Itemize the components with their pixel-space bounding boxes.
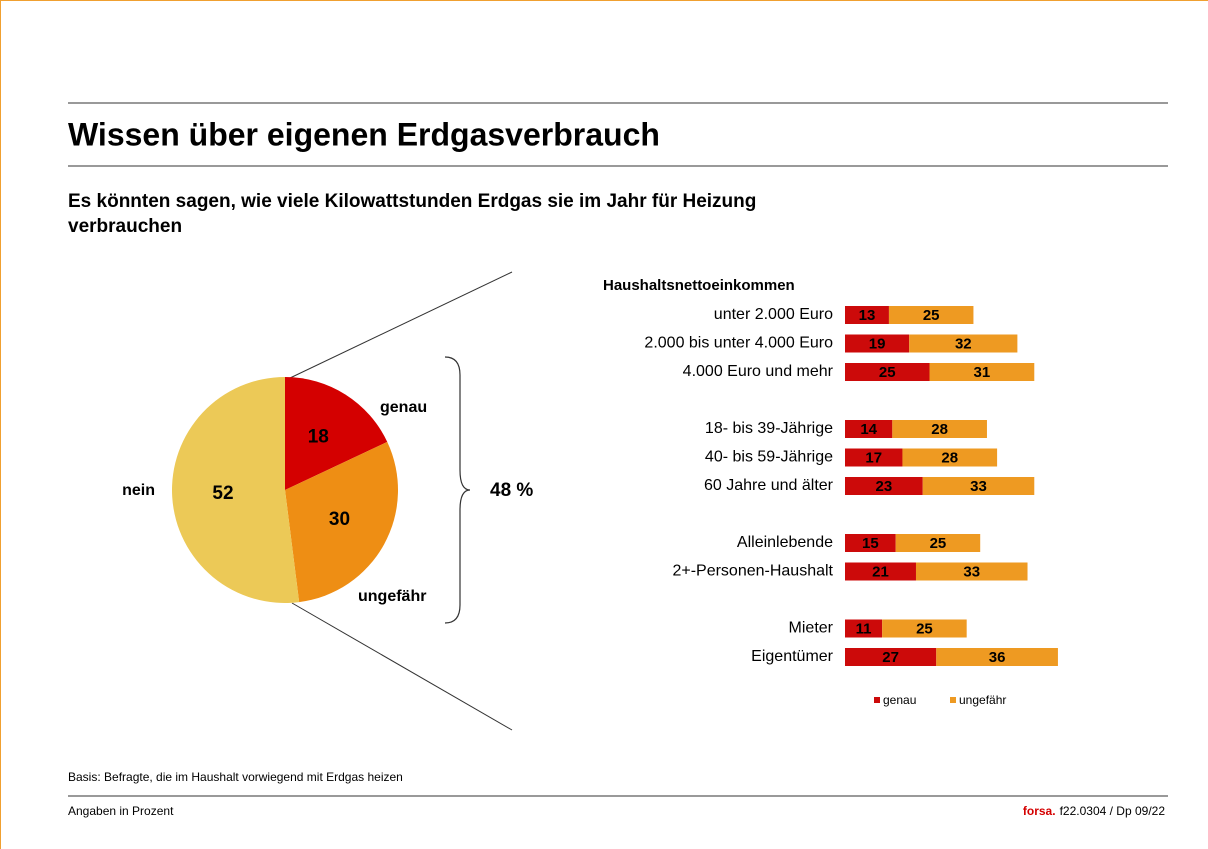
annotation: 48 % — [490, 480, 533, 501]
bar-value: 21 — [872, 563, 889, 580]
category-label: unter 2.000 Euro — [714, 306, 833, 323]
bar-value: 23 — [876, 478, 893, 495]
bar-value: 36 — [989, 649, 1006, 666]
bar-segment — [845, 562, 916, 581]
brace — [444, 356, 471, 624]
bar-segment — [902, 448, 998, 467]
pie-slice — [285, 441, 398, 603]
bar-segment — [895, 534, 981, 552]
category-label: 60 Jahre und älter — [704, 477, 834, 494]
bar-value: 31 — [974, 364, 991, 381]
legend-label: ungefähr — [959, 693, 1006, 707]
slice-value: 30 — [329, 509, 350, 530]
title: Wissen über eigenen Erdgasverbrauch — [68, 116, 660, 152]
category-label: 2.000 bis unter 4.000 Euro — [644, 335, 833, 352]
bar-value: 32 — [955, 335, 972, 352]
bar-value: 13 — [859, 307, 876, 324]
bar-segment — [936, 648, 1058, 666]
bar-value: 19 — [869, 335, 886, 352]
bar-segment — [845, 619, 883, 638]
category-label: Mieter — [789, 620, 834, 637]
legend-swatch — [950, 697, 956, 703]
bar-segment — [922, 477, 1035, 495]
bar-value: 27 — [882, 649, 899, 666]
slice-label: nein — [122, 482, 155, 499]
bar-segment — [845, 534, 896, 552]
footnote: Basis: Befragte, die im Haushalt vorwieg… — [68, 770, 403, 784]
code: f22.0304 / Dp 09/22 — [1060, 804, 1166, 818]
bar-segment — [915, 562, 1028, 581]
subtitle: verbrauchen — [68, 216, 182, 237]
bar-segment — [845, 648, 937, 666]
subtitle: Es könnten sagen, wie viele Kilowattstun… — [68, 191, 756, 212]
bar-segment — [888, 306, 974, 324]
legend-swatch — [874, 697, 880, 703]
brand: forsa. — [1023, 804, 1056, 818]
bar-value: 28 — [931, 421, 948, 438]
category-label: 40- bis 59-Jährige — [705, 449, 833, 466]
bar-value: 17 — [865, 449, 882, 466]
bar-segment — [845, 363, 930, 381]
bar-segment — [892, 420, 987, 438]
units-note: Angaben in Prozent — [68, 804, 174, 818]
group-title: Haushaltsnettoeinkommen — [603, 277, 795, 294]
bar-segment — [845, 448, 903, 467]
bar-segment — [882, 619, 967, 638]
bar-value: 25 — [930, 535, 947, 552]
bar-segment — [929, 363, 1035, 381]
bar-value: 25 — [879, 364, 896, 381]
bar-segment — [845, 477, 923, 495]
bar-segment — [845, 334, 910, 353]
bar-value: 25 — [923, 307, 940, 324]
source: forsa. f22.0304 / Dp 09/22 — [1023, 804, 1165, 818]
bar-segment — [845, 420, 893, 438]
bar-value: 15 — [862, 535, 879, 552]
bar-value: 33 — [970, 478, 987, 495]
category-label: 2+-Personen-Haushalt — [672, 563, 833, 580]
legend-label: genau — [883, 693, 916, 707]
zoom-line — [291, 602, 513, 731]
slice-label: ungefähr — [358, 588, 426, 605]
category-label: 4.000 Euro und mehr — [683, 363, 834, 380]
bar-value: 11 — [856, 620, 872, 637]
bar-value: 25 — [916, 620, 933, 637]
slice-value: 18 — [308, 427, 329, 448]
pie-slice — [171, 377, 300, 603]
slice-value: 52 — [212, 483, 233, 504]
bar-value: 33 — [963, 563, 980, 580]
bar-segment — [845, 306, 889, 324]
slice-label: genau — [380, 399, 427, 416]
category-label: Alleinlebende — [737, 534, 833, 551]
zoom-line — [289, 271, 513, 379]
pie-slice — [285, 377, 388, 490]
bar-value: 28 — [941, 449, 958, 466]
bar-value: 14 — [860, 421, 877, 438]
category-label: Eigentümer — [751, 648, 833, 665]
category-label: 18- bis 39-Jährige — [705, 420, 833, 437]
bar-segment — [909, 334, 1018, 353]
